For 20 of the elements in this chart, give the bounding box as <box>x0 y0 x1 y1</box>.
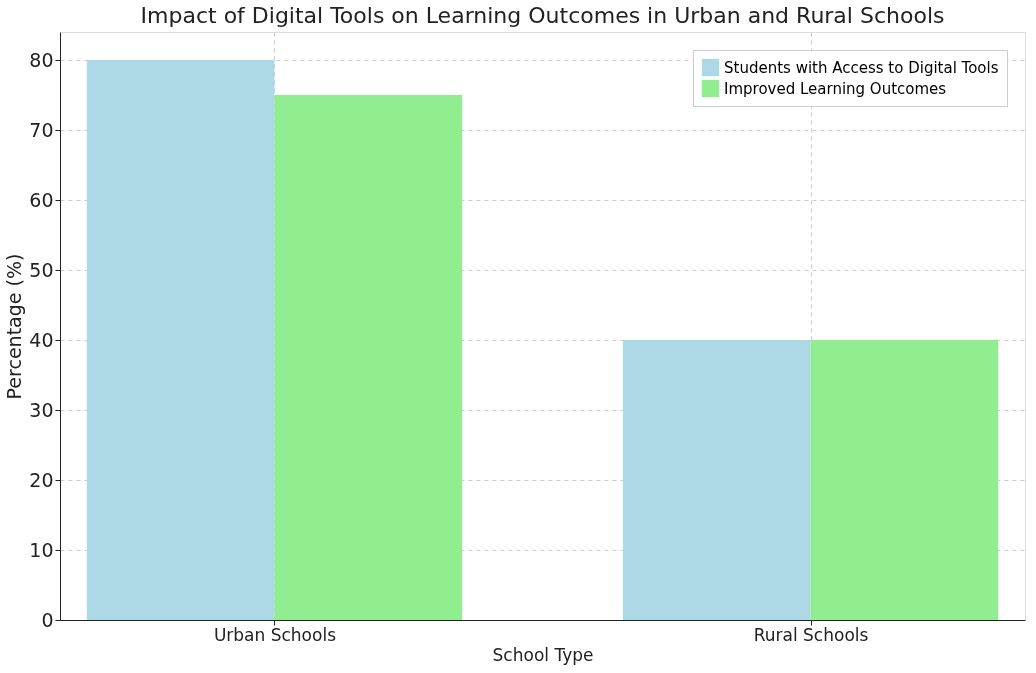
x-tick-label: Rural Schools <box>753 624 869 645</box>
y-axis-title: Percentage (%) <box>3 253 26 400</box>
y-tick-label: 70 <box>29 118 54 141</box>
y-tick-label: 30 <box>29 398 54 421</box>
bar <box>622 340 811 620</box>
x-tick-label: Urban Schools <box>213 624 337 645</box>
legend-label: Improved Learning Outcomes <box>724 79 947 98</box>
chart-title: Impact of Digital Tools on Learning Outcomes in Urban and Rural Schools <box>140 3 945 28</box>
y-tick-label: 60 <box>29 188 54 211</box>
y-tick-label: 40 <box>29 328 54 351</box>
x-axis-title: School Type <box>492 644 594 665</box>
legend-label: Students with Access to Digital Tools <box>724 58 999 77</box>
y-tick-label: 0 <box>41 608 54 631</box>
y-tick-label: 20 <box>29 468 54 491</box>
bar <box>274 95 463 620</box>
bar <box>810 340 999 620</box>
y-tick-label: 10 <box>29 538 54 561</box>
y-tick-label: 50 <box>29 258 54 281</box>
bar <box>86 60 275 620</box>
y-tick-label: 80 <box>29 48 54 71</box>
